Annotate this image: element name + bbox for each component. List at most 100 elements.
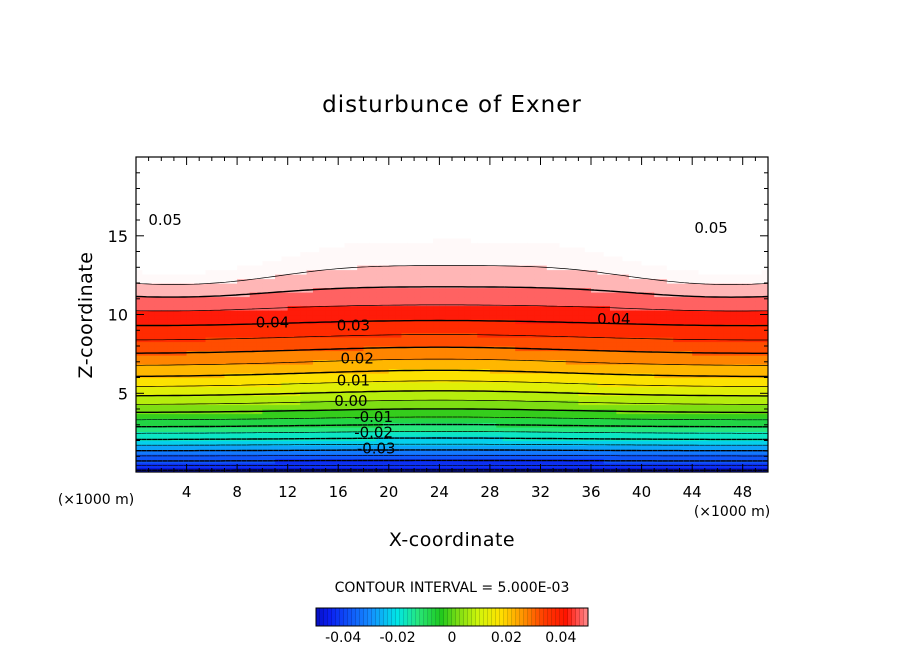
field-cell <box>420 386 428 392</box>
field-cell <box>287 170 295 176</box>
field-cell <box>161 341 169 347</box>
field-cell <box>275 175 282 181</box>
field-cell <box>572 188 579 194</box>
field-cell <box>565 287 573 293</box>
field-cell <box>180 431 188 437</box>
field-cell <box>414 211 421 217</box>
field-cell <box>338 391 346 397</box>
field-cell <box>464 179 472 185</box>
field-cell <box>300 377 308 383</box>
field-cell <box>578 220 586 226</box>
field-cell <box>180 161 188 167</box>
field-cell <box>445 445 453 451</box>
field-cell <box>237 247 245 253</box>
field-cell <box>287 179 295 185</box>
field-cell <box>477 359 485 365</box>
field-cell <box>186 287 194 293</box>
field-cell <box>489 404 497 410</box>
field-cell <box>275 238 282 244</box>
field-cell <box>268 404 276 410</box>
field-cell <box>180 305 188 311</box>
field-cell <box>249 265 257 271</box>
field-cell <box>540 175 548 181</box>
field-cell <box>477 184 485 190</box>
field-cell <box>148 251 156 257</box>
field-cell <box>180 377 188 383</box>
field-cell <box>256 341 263 347</box>
field-cell <box>527 323 535 329</box>
field-cell <box>218 238 226 244</box>
field-cell <box>559 328 567 334</box>
field-cell <box>154 260 162 266</box>
field-cell <box>439 391 447 397</box>
field-cell <box>559 211 567 217</box>
field-cell <box>211 175 219 181</box>
field-cell <box>559 350 567 356</box>
field-cell <box>344 211 352 217</box>
field-cell <box>489 310 497 316</box>
field-cell <box>477 247 485 253</box>
field-cell <box>312 247 320 253</box>
field-cell <box>515 256 523 262</box>
field-cell <box>142 395 150 401</box>
field-cell <box>281 404 289 410</box>
field-cell <box>154 188 162 194</box>
field-cell <box>395 175 403 181</box>
field-cell <box>414 332 421 338</box>
field-cell <box>338 220 346 226</box>
field-cell <box>180 445 188 451</box>
field-cell <box>414 431 421 437</box>
field-cell <box>527 364 535 370</box>
field-cell <box>331 431 339 437</box>
field-cell <box>148 377 156 383</box>
field-cell <box>230 314 238 320</box>
field-cell <box>527 377 535 383</box>
field-cell <box>369 274 377 280</box>
field-cell <box>205 359 213 365</box>
field-cell <box>521 332 529 338</box>
field-cell <box>338 368 346 374</box>
field-cell <box>357 161 365 167</box>
field-cell <box>173 382 181 388</box>
field-cell <box>281 274 289 280</box>
field-cell <box>376 359 384 365</box>
field-cell <box>350 256 358 262</box>
field-cell <box>458 337 466 343</box>
field-cell <box>199 449 207 455</box>
field-cell <box>211 161 219 167</box>
field-cell <box>325 431 333 437</box>
field-cell <box>382 454 390 460</box>
field-cell <box>192 224 200 230</box>
field-cell <box>376 179 384 185</box>
field-cell <box>572 364 579 370</box>
field-cell <box>407 382 415 388</box>
field-cell <box>224 265 232 271</box>
field-cell <box>540 310 548 316</box>
field-cell <box>464 449 472 455</box>
field-cell <box>218 386 226 392</box>
field-cell <box>470 238 478 244</box>
field-cell <box>268 422 276 428</box>
field-cell <box>521 247 529 253</box>
field-cell <box>420 292 428 298</box>
field-cell <box>205 220 213 226</box>
field-cell <box>369 206 377 212</box>
field-cell <box>224 328 232 334</box>
field-cell <box>338 175 346 181</box>
field-cell <box>281 184 289 190</box>
field-cell <box>578 332 586 338</box>
field-cell <box>477 413 485 419</box>
field-cell <box>319 364 327 370</box>
field-cell <box>173 332 181 338</box>
field-cell <box>294 323 301 329</box>
field-cell <box>559 269 567 275</box>
field-cell <box>515 197 523 203</box>
field-cell <box>148 445 156 451</box>
field-cell <box>350 188 358 194</box>
field-cell <box>445 355 453 361</box>
field-cell <box>262 305 270 311</box>
field-cell <box>489 301 497 307</box>
field-cell <box>395 274 403 280</box>
field-cell <box>142 161 150 167</box>
field-cell <box>154 247 162 253</box>
